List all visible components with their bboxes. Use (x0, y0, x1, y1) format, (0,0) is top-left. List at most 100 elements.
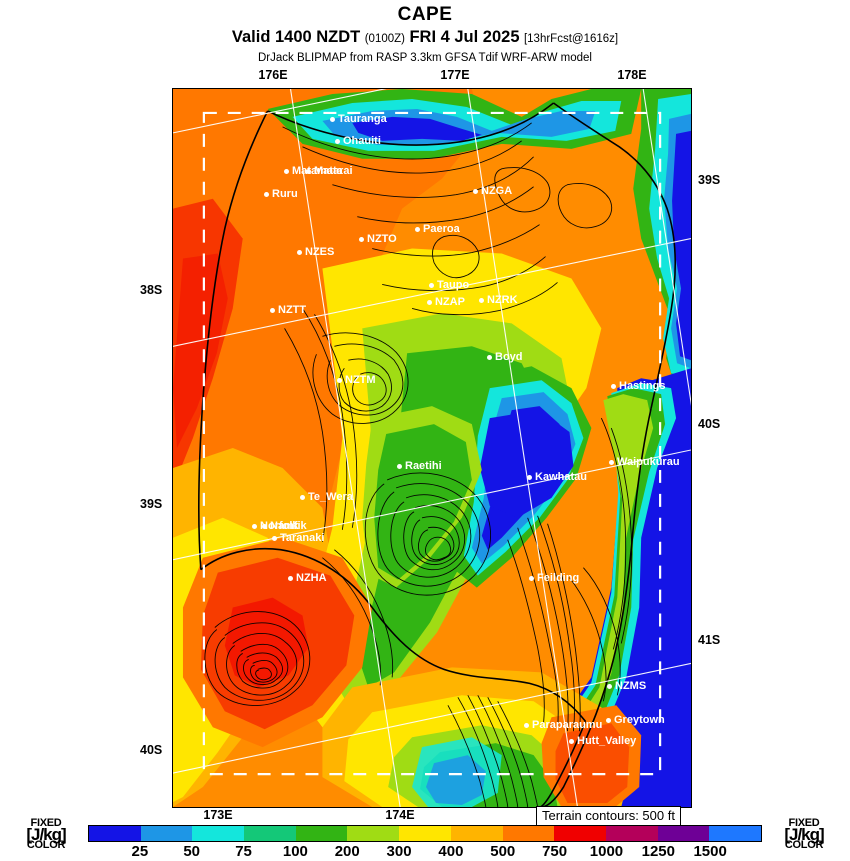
place-name: Kawhatau (535, 471, 587, 483)
map-place-label: NZGA (473, 186, 512, 197)
map-place-label: Matamata (284, 166, 343, 177)
place-name: Norfolk (260, 520, 299, 532)
lon-label-bottom: 174E (385, 808, 415, 822)
color-scale-bar[interactable] (88, 825, 762, 842)
place-marker-icon (337, 378, 342, 383)
map-place-label: NZTT (270, 305, 306, 316)
place-name: Hastings (619, 380, 666, 392)
fixed-label-line1-right: FIXED (788, 817, 820, 829)
place-marker-icon (359, 237, 364, 242)
place-marker-icon (611, 384, 616, 389)
forecast-tag: [13hrFcst@1616z] (523, 33, 619, 45)
place-marker-icon (415, 227, 420, 232)
color-scale-segment (502, 826, 555, 841)
lat-label-right: 41S (698, 633, 721, 647)
map-place-label: NZTM (337, 375, 376, 386)
map-place-label: Matarai (306, 166, 353, 177)
place-marker-icon (429, 283, 434, 288)
color-scale-tick-label: 1000 (589, 843, 624, 860)
place-name: NZMS (615, 680, 647, 692)
color-scale-segment (192, 826, 245, 841)
utc-time: (0100Z) (364, 33, 405, 45)
place-name: Namfik (270, 520, 307, 532)
place-name: Matarai (314, 165, 353, 177)
place-marker-icon (335, 139, 340, 144)
place-name: Matamata (292, 165, 343, 177)
map-place-label: Taranaki (272, 533, 324, 544)
lat-label-left: 39S (140, 497, 163, 511)
place-marker-icon (606, 718, 611, 723)
map-canvas (173, 89, 691, 807)
place-marker-icon (397, 464, 402, 469)
lat-label-left: 40S (140, 743, 163, 757)
place-name: NZES (305, 246, 335, 258)
place-marker-icon (270, 308, 275, 313)
map-place-label: Paeroa (415, 224, 460, 235)
valid-time-line: Valid 1400 NZDT (0100Z) FRI 4 Jul 2025 [… (0, 28, 850, 49)
color-scale-tick-label: 200 (334, 843, 360, 860)
color-scale-segment (295, 826, 348, 841)
map-frame[interactable] (172, 88, 692, 808)
color-scale-tick-label: 75 (235, 843, 252, 860)
map-place-label: Raetihi (397, 461, 442, 472)
color-scale-segment (399, 826, 451, 841)
fixed-label-line2-right: [J/kg] (784, 825, 824, 844)
place-marker-icon (272, 536, 277, 541)
color-scale-segment (450, 826, 503, 841)
place-marker-icon (487, 355, 492, 360)
map-place-label: NZMS (607, 681, 646, 692)
color-scale-segment (140, 826, 193, 841)
model-line: DrJack BLIPMAP from RASP 3.3km GFSA Tdif… (257, 52, 592, 64)
place-marker-icon (529, 576, 534, 581)
place-marker-icon (284, 169, 289, 174)
color-scale-segment (605, 826, 658, 841)
color-scale-segment (347, 826, 400, 841)
color-scale-tick-label: 1250 (641, 843, 675, 860)
lon-label-top: 177E (440, 68, 470, 82)
map-place-label: Paraparaumu (524, 720, 602, 731)
fixed-label-line3-right: COLOR (784, 839, 824, 851)
place-name: Ruru (272, 188, 298, 200)
place-marker-icon (473, 189, 478, 194)
map-place-label: NZTO (359, 234, 397, 245)
color-scale-tick-label: 1500 (693, 843, 727, 860)
map-place-label: NZRK (479, 295, 518, 306)
place-name: NZGA (481, 185, 513, 197)
fixed-color-label-left: FIXED [J/kg] COLOR (16, 818, 76, 851)
map-place-label: Norfolk (252, 521, 299, 532)
map-place-label: Kawhatau (527, 472, 587, 483)
place-name: NZTO (367, 233, 397, 245)
place-marker-icon (300, 495, 305, 500)
map-place-label: Taupo (429, 280, 469, 291)
map-place-label: Te_Wera (300, 492, 353, 503)
color-scale-segment (89, 826, 141, 841)
place-marker-icon (264, 192, 269, 197)
place-name: Greytown (614, 714, 665, 726)
place-marker-icon (297, 250, 302, 255)
map-place-label: Feilding (529, 573, 579, 584)
valid-time: Valid 1400 NZDT (231, 28, 361, 46)
color-scale-segment (554, 826, 606, 841)
lat-label-right: 40S (698, 417, 721, 431)
page-title: CAPE (397, 4, 453, 25)
color-scale-tick-label: 50 (183, 843, 201, 860)
place-marker-icon (427, 300, 432, 305)
color-scale-ticks: 25 50 75 100 200 300 400 500 750 1000 1250 1500 (88, 843, 762, 861)
place-marker-icon (609, 460, 614, 465)
color-scale-tick-label: 300 (386, 843, 412, 860)
fixed-label-line3-left: COLOR (26, 839, 66, 851)
place-name: Boyd (495, 351, 523, 363)
map-place-label: NZAP (427, 297, 465, 308)
place-marker-icon (252, 524, 257, 529)
place-name: NZHA (296, 572, 327, 584)
map-place-label: Greytown (606, 715, 665, 726)
place-marker-icon (262, 524, 267, 529)
place-name: Ohauiti (343, 135, 381, 147)
map-place-label: Ohauiti (335, 136, 381, 147)
place-marker-icon (569, 739, 574, 744)
map-place-label: Tauranga (330, 114, 387, 125)
place-name: Feilding (537, 572, 580, 584)
forecast-date: FRI 4 Jul 2025 (409, 28, 520, 46)
lon-label-bottom: 173E (203, 808, 233, 822)
